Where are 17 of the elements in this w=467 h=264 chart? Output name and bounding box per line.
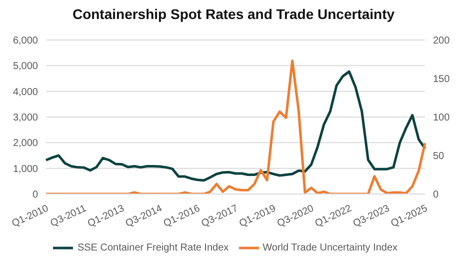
- y2-tick-label: 50: [433, 151, 445, 162]
- y-tick-label: 2,000: [12, 138, 38, 150]
- legend-label: World Trade Uncertainty Index: [262, 242, 398, 254]
- y-tick-label: 6,000: [12, 36, 38, 47]
- line-series: [44, 60, 426, 194]
- legend-label: SSE Container Freight Rate Index: [77, 242, 229, 254]
- y-tick-label: 0: [32, 190, 38, 201]
- y2-tick-label: 150: [433, 74, 450, 86]
- y2-tick-label: 0: [433, 190, 439, 201]
- y2-tick-label: 100: [433, 112, 450, 124]
- chart-title: Containership Spot Rates and Trade Uncertainty: [71, 5, 396, 24]
- y-tick-label: 5,000: [12, 61, 38, 72]
- y-tick-label: 4,000: [12, 86, 38, 98]
- line-series: [44, 70, 426, 182]
- y-tick-label: 3,000: [12, 112, 38, 124]
- y2-tick-label: 200: [433, 36, 450, 47]
- y-tick-label: 1,000: [12, 164, 38, 175]
